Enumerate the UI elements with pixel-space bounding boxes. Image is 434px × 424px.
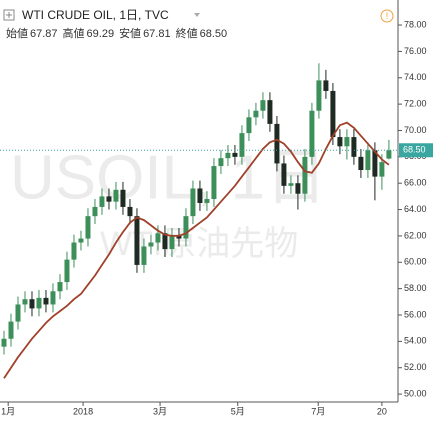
candle-body: [330, 90, 336, 138]
last-price-label: 68.50: [403, 145, 426, 155]
candle-body: [365, 150, 371, 171]
candle-body: [183, 216, 189, 239]
candle-body: [134, 216, 140, 265]
y-tick-label: 64.00: [404, 204, 427, 214]
legend-label: 終値: [176, 26, 198, 40]
candle-body: [225, 152, 231, 159]
x-tick-label: 1月: [1, 406, 15, 416]
candle-body: [239, 133, 245, 157]
y-tick-label: 70.00: [404, 125, 427, 135]
y-tick-label: 72.00: [404, 98, 427, 108]
legend-label: 始値: [6, 26, 28, 40]
candle-body: [155, 233, 161, 243]
expand-icon[interactable]: [3, 9, 15, 21]
legend-label: 安値: [119, 26, 141, 40]
candle-body: [274, 123, 280, 164]
moving-average-line: [3, 121, 390, 379]
y-tick-label: 76.00: [404, 46, 427, 56]
candle-body: [36, 297, 42, 309]
candle-body: [302, 156, 308, 194]
dropdown-icon[interactable]: [194, 13, 200, 17]
x-tick-label: 5月: [231, 406, 245, 416]
candle-body: [337, 137, 343, 147]
y-tick-label: 52.00: [404, 362, 427, 372]
candle-body: [127, 206, 133, 217]
watermark: USOIL, 1日: [10, 143, 327, 212]
candle-body: [204, 199, 210, 203]
watermark: WTI原油先物: [100, 225, 298, 263]
candle-body: [190, 188, 196, 217]
legend-value: 68.50: [200, 28, 228, 40]
candle-body: [85, 216, 91, 239]
candle-body: [169, 235, 175, 250]
x-tick-label: 20: [377, 406, 387, 416]
candle-body: [253, 110, 259, 118]
candle-body: [43, 297, 49, 305]
last-price-box: [399, 143, 433, 158]
candle-body: [78, 238, 84, 243]
y-tick-label: 74.00: [404, 72, 427, 82]
alert-icon: !: [386, 11, 389, 21]
candle-body: [99, 196, 105, 207]
y-tick-label: 58.00: [404, 283, 427, 293]
y-tick-label: 78.00: [404, 19, 427, 29]
legend-value: 67.81: [143, 28, 171, 40]
candle-body: [120, 189, 126, 207]
candle-body: [71, 242, 77, 260]
candle-body: [372, 150, 378, 177]
candle-body: [176, 235, 182, 239]
candle-body: [232, 152, 238, 157]
candle-body: [29, 299, 35, 309]
y-tick-label: 54.00: [404, 336, 427, 346]
candle-body: [267, 100, 273, 124]
x-tick-label: 7月: [311, 406, 325, 416]
alert-icon[interactable]: [380, 9, 394, 23]
candle-body: [281, 163, 287, 186]
candle-body: [197, 188, 203, 203]
candle-body: [358, 156, 364, 171]
candle-body: [141, 246, 147, 265]
legend-value: 69.29: [87, 28, 115, 40]
candle-body: [92, 206, 98, 217]
plot: [0, 63, 398, 379]
y-tick-label: 66.00: [404, 178, 427, 188]
y-tick-label: 50.00: [404, 388, 427, 398]
candle-body: [148, 242, 154, 247]
legend-value: 67.87: [30, 28, 58, 40]
candle-body: [379, 162, 385, 177]
legend-label: 高値: [63, 26, 85, 40]
candle-body: [8, 321, 14, 339]
y-tick-label: 60.00: [404, 257, 427, 267]
candle-body: [246, 117, 252, 134]
chart-title: WTI CRUDE OIL, 1日, TVC: [22, 8, 169, 22]
ohlc-legend: 始値 67.87 高値 69.29 安値 67.81 終値 68.50: [6, 26, 227, 40]
candle-body: [22, 299, 28, 305]
candle-body: [386, 150, 392, 159]
candle-body: [351, 137, 357, 157]
candle-body: [344, 137, 350, 147]
candle-body: [113, 189, 119, 202]
x-tick-label: 3月: [153, 406, 167, 416]
candle-body: [309, 110, 315, 157]
y-tick-label: 56.00: [404, 309, 427, 319]
candle-body: [15, 304, 21, 322]
candle-body: [288, 183, 294, 186]
candle-body: [57, 282, 63, 292]
candle-body: [50, 291, 56, 305]
candle-body: [218, 158, 224, 167]
candle-body: [1, 338, 7, 347]
candle-body: [106, 196, 112, 202]
candle-body: [323, 80, 329, 91]
candle-body: [316, 80, 322, 111]
candle-body: [260, 100, 266, 111]
candle-body: [211, 166, 217, 200]
candle-body: [162, 233, 168, 250]
candle-body: [295, 183, 301, 194]
x-tick-label: 2018: [73, 406, 93, 416]
candle-body: [64, 259, 70, 283]
y-tick-label: 62.00: [404, 230, 427, 240]
